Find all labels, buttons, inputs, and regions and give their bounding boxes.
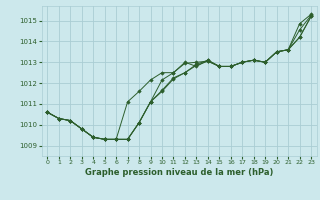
- X-axis label: Graphe pression niveau de la mer (hPa): Graphe pression niveau de la mer (hPa): [85, 168, 273, 177]
